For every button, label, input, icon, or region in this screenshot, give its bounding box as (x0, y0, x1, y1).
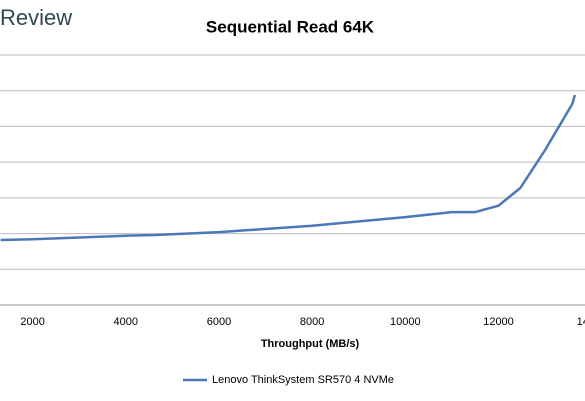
x-tick-label: 2000 (20, 316, 44, 328)
x-axis-label: Throughput (MB/s) (261, 338, 360, 350)
x-tick-label: 4000 (114, 316, 138, 328)
x-tick-label: 6000 (207, 316, 231, 328)
x-tick-label: 14 (577, 316, 585, 328)
x-tick-label: 10000 (390, 316, 421, 328)
data-line (0, 94, 577, 242)
x-tick-label: 8000 (300, 316, 324, 328)
brand-logo: Review (0, 5, 72, 30)
chart-title: Sequential Read 64K (206, 17, 375, 36)
legend-label: Lenovo ThinkSystem SR570 4 NVMe (212, 374, 394, 386)
x-tick-label: 12000 (483, 316, 514, 328)
